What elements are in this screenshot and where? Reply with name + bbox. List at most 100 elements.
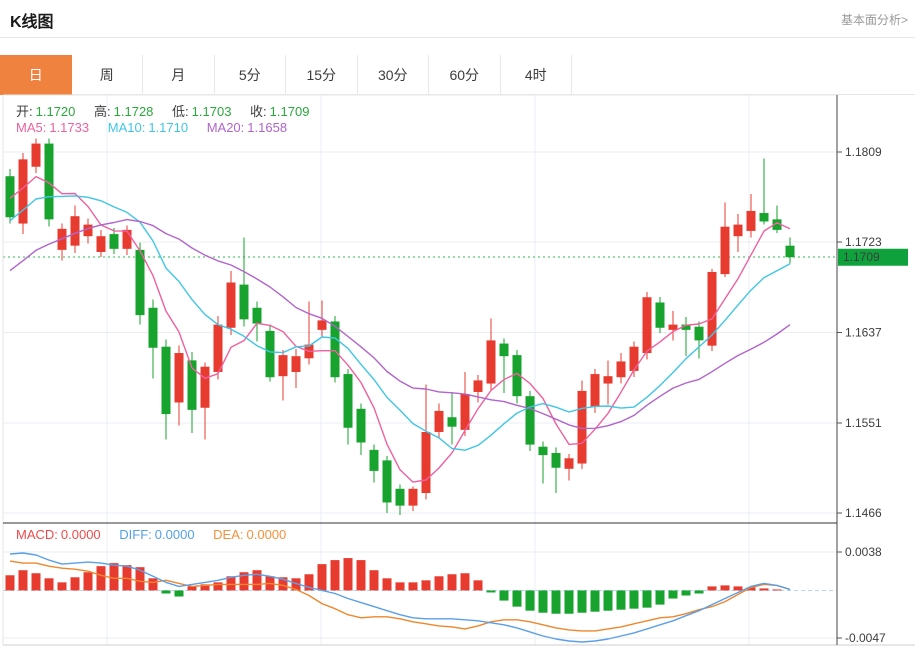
macd-bar xyxy=(694,590,704,594)
tab-4hour[interactable]: 4时 xyxy=(501,55,572,95)
macd-bar xyxy=(434,576,444,591)
macd-bar xyxy=(772,589,782,591)
macd-bar xyxy=(18,570,28,591)
tab-5min[interactable]: 5分 xyxy=(215,55,286,95)
macd-bar xyxy=(759,588,769,591)
ohlc-legend: 开: 1.1720 高: 1.1728 低: 1.1703 收: 1.1709 xyxy=(16,101,324,120)
low-readout: 低: 1.1703 xyxy=(172,104,232,119)
macd-bar xyxy=(317,564,327,591)
candles-layer xyxy=(5,143,795,506)
tab-15min[interactable]: 15分 xyxy=(286,55,358,95)
macd-bar xyxy=(187,586,197,591)
macd-tick-label: 0.0038 xyxy=(845,545,882,559)
macd-bar xyxy=(733,586,743,591)
macd-bar xyxy=(499,590,509,601)
macd-bar xyxy=(421,580,431,591)
macd-bar xyxy=(616,590,626,610)
price-tick-label: 1.1723 xyxy=(845,235,882,249)
macd-bar xyxy=(642,590,652,608)
price-tick-label: 1.1809 xyxy=(845,145,882,159)
macd-bar xyxy=(200,584,210,591)
macd-bar xyxy=(655,590,665,605)
macd-bar xyxy=(57,582,67,591)
macd-bar xyxy=(564,590,574,614)
macd-bar xyxy=(668,590,678,599)
macd-bar xyxy=(31,573,41,591)
macd-bar xyxy=(291,578,301,591)
macd-bar xyxy=(330,560,340,591)
ma-legend: MA5: 1.1733 MA10: 1.1710 MA20: 1.1658 xyxy=(16,120,302,135)
ma5-readout: MA5: 1.1733 xyxy=(16,120,90,135)
timeframe-tabs: 日 周 月 5分 15分 30分 60分 4时 xyxy=(0,55,915,95)
page-header: K线图 基本面分析> xyxy=(0,0,915,38)
macd-bar xyxy=(681,590,691,596)
macd-bar xyxy=(460,573,470,591)
macd-bar xyxy=(551,590,561,614)
macd-bar xyxy=(590,590,600,612)
tab-30min[interactable]: 30分 xyxy=(358,55,429,95)
macd-bar xyxy=(629,590,639,609)
macd-bar xyxy=(356,560,366,591)
current-price-badge xyxy=(838,248,908,266)
macd-bar xyxy=(486,590,496,593)
macd-legend: MACD: 0.0000 DIFF: 0.0000 DEA: 0.0000 xyxy=(16,527,301,542)
tab-60min[interactable]: 60分 xyxy=(429,55,501,95)
macd-bar xyxy=(382,578,392,591)
fundamental-analysis-link[interactable]: 基本面分析> xyxy=(840,13,908,27)
macd-bar xyxy=(5,575,15,591)
macd-bar xyxy=(252,570,262,591)
macd-bar xyxy=(343,558,353,591)
page-title: K线图 xyxy=(10,14,54,31)
macd-bar xyxy=(525,590,535,611)
macd-bar xyxy=(161,590,171,594)
price-tick-label: 1.1466 xyxy=(845,506,882,520)
macd-bar xyxy=(278,577,288,591)
diff-line xyxy=(9,552,791,643)
macd-bar xyxy=(577,590,587,613)
macd-bar xyxy=(538,590,548,613)
price-tick-label: 1.1551 xyxy=(845,416,882,430)
macd-bar xyxy=(603,590,613,611)
ma5-line xyxy=(9,175,791,483)
ma20-line xyxy=(9,218,791,430)
open-readout: 开: 1.1720 xyxy=(16,104,76,119)
macd-bar xyxy=(109,563,119,591)
macd-bar xyxy=(395,582,405,591)
macd-bar xyxy=(44,578,54,591)
macd-bar xyxy=(174,590,184,597)
tab-week[interactable]: 周 xyxy=(72,55,143,95)
tab-month[interactable]: 月 xyxy=(143,55,215,95)
dea-line xyxy=(9,560,791,632)
macd-bar xyxy=(369,570,379,591)
macd-bar xyxy=(720,585,730,591)
macd-bar xyxy=(707,586,717,591)
macd-bar xyxy=(96,566,106,591)
diff-readout: DIFF: 0.0000 xyxy=(119,527,195,542)
macd-bar xyxy=(473,580,483,591)
macd-bar xyxy=(408,582,418,591)
macd-readout: MACD: 0.0000 xyxy=(16,527,101,542)
macd-bar xyxy=(226,576,236,591)
macd-tick-label: -0.0047 xyxy=(845,631,886,645)
macd-bar xyxy=(83,572,93,591)
ma10-readout: MA10: 1.1710 xyxy=(107,120,189,135)
close-readout: 收: 1.1709 xyxy=(250,104,310,119)
macd-bar xyxy=(148,578,158,591)
macd-bar xyxy=(239,572,249,591)
macd-bar xyxy=(135,567,145,591)
ma20-readout: MA20: 1.1658 xyxy=(206,120,288,135)
macd-bar xyxy=(447,574,457,591)
tab-day[interactable]: 日 xyxy=(0,55,72,95)
price-tick-label: 1.1637 xyxy=(845,326,882,340)
macd-bar xyxy=(213,582,223,591)
macd-bar xyxy=(746,587,756,591)
high-readout: 高: 1.1728 xyxy=(94,104,154,119)
macd-bar xyxy=(70,577,80,591)
current-price-badge-label: 1.1709 xyxy=(843,250,880,264)
dea-readout: DEA: 0.0000 xyxy=(213,527,287,542)
macd-bar xyxy=(512,590,522,607)
macd-bar xyxy=(304,574,314,591)
